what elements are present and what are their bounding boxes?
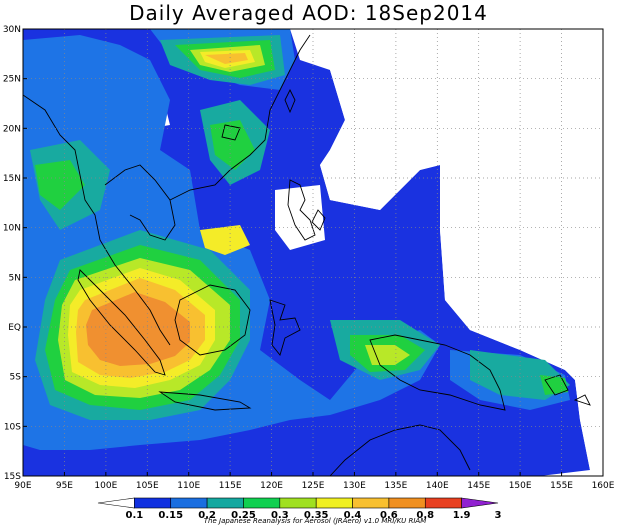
lon-label: 155E	[550, 481, 573, 491]
colorbar-label: 0.8	[416, 510, 434, 521]
colorbar-swatch	[206, 497, 244, 509]
lat-label: EQ	[8, 323, 21, 333]
colorbar-swatch	[315, 497, 353, 509]
lon-label: 115E	[219, 481, 242, 491]
aod-field	[23, 29, 603, 476]
credit-text: The Japanese Reanalysis for Aerosol (JRA…	[204, 517, 426, 525]
lon-label: 110E	[177, 481, 200, 491]
colorbar-label: 3	[495, 510, 502, 521]
lon-label: 125E	[302, 481, 325, 491]
lat-label: 15S	[4, 472, 21, 482]
map-title: Daily Averaged AOD: 18Sep2014	[129, 1, 488, 25]
lat-label: 5N	[9, 273, 21, 283]
colorbar-label: 0.3	[271, 510, 289, 521]
aod-region-extreme	[86, 292, 190, 366]
colorbar-label: 1.9	[453, 510, 471, 521]
colorbar-swatch	[279, 497, 317, 509]
coastline-new-guinea	[369, 334, 506, 411]
colorbar-label: 0.2	[198, 510, 216, 521]
lat-label: 10S	[4, 422, 21, 432]
colorbar: 0.1 0.15 0.2 0.25 0.3 0.35 0.4 0.6 0.8 1.9 3	[97, 497, 502, 521]
lat-label: 10N	[3, 224, 21, 234]
lat-label: 30N	[3, 25, 21, 35]
colorbar-swatch	[134, 497, 172, 509]
lon-label: 130E	[343, 481, 366, 491]
aod-region-clean-ne	[320, 29, 603, 476]
coastline-hainan-taiwan	[221, 88, 296, 141]
colorbar-label: 0.1	[126, 510, 144, 521]
colorbar-swatch	[461, 497, 499, 509]
coastline-sulawesi	[269, 299, 301, 356]
lat-label: 5S	[10, 373, 22, 383]
coastline-java	[158, 391, 252, 411]
lon-label: 140E	[426, 481, 449, 491]
colorbar-swatch	[97, 497, 135, 509]
graticule	[23, 29, 603, 476]
lon-label: 135E	[384, 481, 407, 491]
colorbar-swatch	[424, 497, 462, 509]
lon-label: 95E	[56, 481, 73, 491]
colorbar-swatch	[388, 497, 426, 509]
lon-label: 120E	[260, 481, 283, 491]
lat-label: 15N	[3, 174, 21, 184]
coastlines	[23, 34, 591, 476]
colorbar-label: 0.4	[344, 510, 362, 521]
lon-label: 100E	[94, 481, 117, 491]
coastline-philippines	[287, 179, 326, 241]
lon-label: 160E	[592, 481, 615, 491]
colorbar-swatch	[352, 497, 390, 509]
lat-label: 25N	[3, 75, 21, 85]
coastline-asia-mainland	[23, 34, 311, 346]
lon-label: 90E	[14, 481, 31, 491]
colorbar-swatch	[243, 497, 281, 509]
lon-label: 145E	[467, 481, 490, 491]
colorbar-label: 0.35	[304, 510, 329, 521]
colorbar-label: 0.6	[380, 510, 398, 521]
aod-region-clean-3	[275, 185, 325, 250]
coastline-sumatra	[77, 269, 166, 376]
colorbar-label: 0.25	[231, 510, 256, 521]
colorbar-label: 0.15	[158, 510, 183, 521]
lon-label: 150E	[509, 481, 532, 491]
longitude-axis: 90E 95E 100E 105E 110E 115E 120E 125E 130E 135E 14…	[14, 472, 615, 491]
aod-region-very-high	[76, 53, 248, 378]
coastline-australia-north	[329, 424, 471, 476]
lon-label: 105E	[136, 481, 159, 491]
latitude-axis: 30N 25N 20N 15N 10N 5N EQ 5S 10S 15S	[3, 25, 27, 482]
colorbar-swatch	[170, 497, 208, 509]
lat-label: 20N	[3, 124, 21, 134]
coastline-borneo	[174, 284, 251, 356]
